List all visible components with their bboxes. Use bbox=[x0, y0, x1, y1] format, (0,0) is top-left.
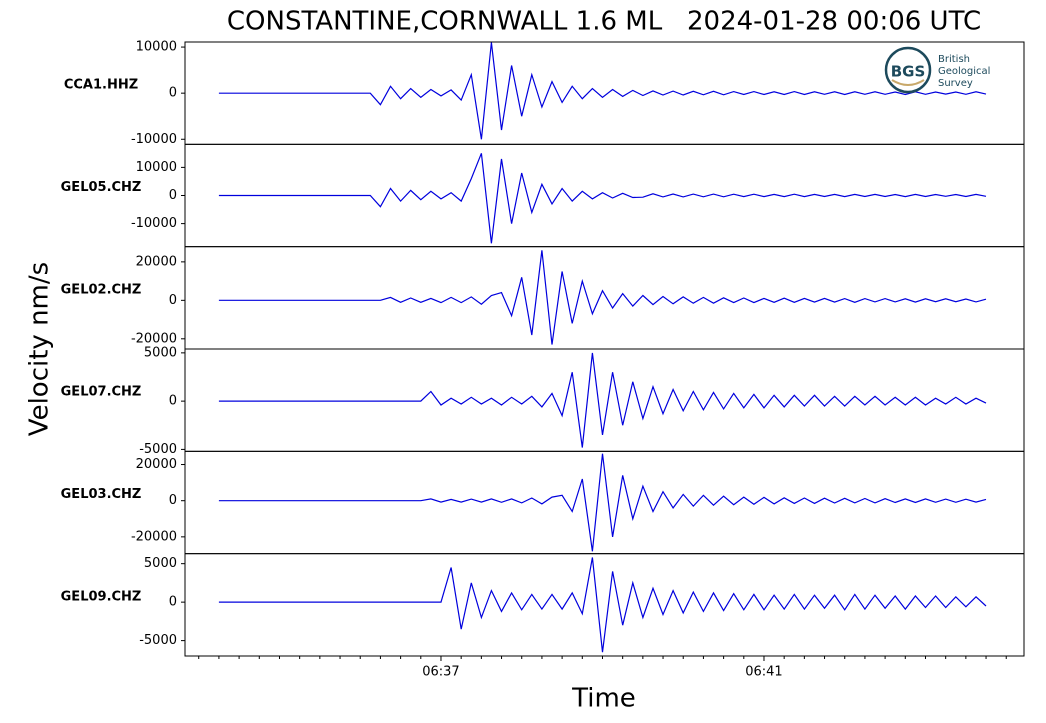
x-axis-label: Time bbox=[571, 684, 636, 714]
y-tick-label: -10000 bbox=[131, 216, 177, 231]
panel-frame bbox=[184, 553, 1025, 657]
waveform bbox=[218, 250, 987, 345]
waveform bbox=[218, 352, 987, 448]
y-tick-label: -20000 bbox=[131, 529, 177, 544]
y-axis-label: Velocity nm/s bbox=[25, 262, 55, 436]
y-tick-label: 0 bbox=[169, 293, 177, 308]
y-tick-label: 0 bbox=[169, 188, 177, 203]
x-tick-label: 06:41 bbox=[745, 665, 782, 680]
y-tick-label: -5000 bbox=[139, 442, 177, 457]
y-tick-label: -20000 bbox=[131, 331, 177, 346]
chart-title: CONSTANTINE,CORNWALL 1.6 ML 2024-01-28 0… bbox=[227, 7, 981, 37]
y-tick-label: -10000 bbox=[131, 132, 177, 147]
station-label: GEL07.CHZ bbox=[61, 385, 142, 400]
waveform bbox=[218, 557, 987, 653]
logo-swoosh bbox=[891, 79, 925, 86]
panel-frame bbox=[184, 246, 1025, 350]
logo-text: Geological bbox=[938, 66, 990, 77]
logo-abbr: BGS bbox=[891, 63, 926, 81]
y-tick-label: 5000 bbox=[144, 345, 177, 360]
waveform bbox=[218, 153, 987, 244]
y-tick-label: 10000 bbox=[136, 160, 177, 175]
y-tick-label: 20000 bbox=[136, 254, 177, 269]
y-tick-label: 0 bbox=[169, 493, 177, 508]
waveform bbox=[218, 42, 987, 140]
waveform bbox=[218, 453, 987, 552]
y-tick-label: 20000 bbox=[136, 457, 177, 472]
x-tick-label: 06:37 bbox=[422, 665, 459, 680]
station-label: GEL02.CHZ bbox=[61, 282, 142, 297]
y-tick-label: -5000 bbox=[139, 633, 177, 648]
station-label: CCA1.HHZ bbox=[64, 78, 138, 93]
station-label: GEL03.CHZ bbox=[61, 487, 142, 502]
y-tick-label: 10000 bbox=[136, 40, 177, 55]
station-label: GEL05.CHZ bbox=[61, 180, 142, 195]
y-tick-label: 5000 bbox=[144, 556, 177, 571]
logo: BGS British Geological Survey bbox=[884, 46, 990, 94]
y-tick-label: 0 bbox=[169, 86, 177, 101]
station-label: GEL09.CHZ bbox=[61, 589, 142, 604]
logo-text: Survey bbox=[938, 78, 973, 89]
y-tick-label: 0 bbox=[169, 595, 177, 610]
logo-ring bbox=[884, 46, 932, 94]
logo-text: British bbox=[938, 54, 970, 65]
y-tick-label: 0 bbox=[169, 394, 177, 409]
